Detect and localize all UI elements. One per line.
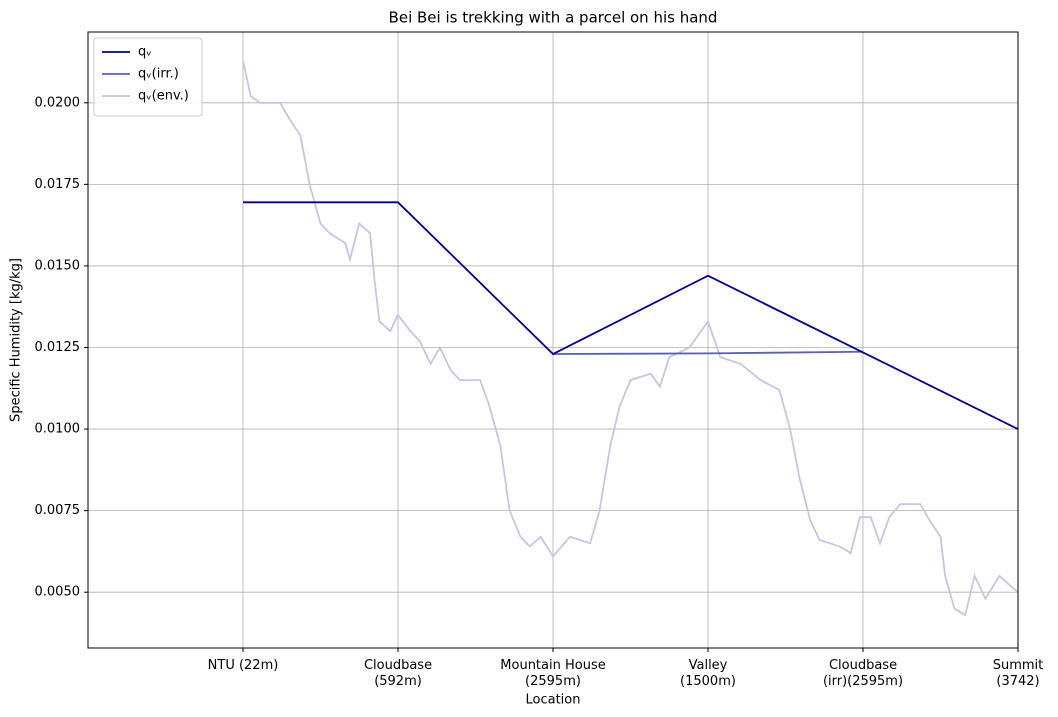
x-axis-label: Location [526,693,581,708]
y-tick-label: 0.0125 [35,340,81,355]
x-tick-label: Cloudbase (irr)(2595m) [823,658,903,689]
plot-frame [87,31,1019,649]
y-tick-label: 0.0150 [35,258,81,273]
x-tick-label-line: NTU (22m) [208,658,279,673]
y-tick-label: 0.0200 [35,95,81,110]
x-tick-label: Cloudbase (592m) [364,658,432,689]
x-tick-label: NTU (22m) [208,658,279,673]
y-axis-label: Specific Humidity [kg/kg] [9,258,24,422]
x-tick-label: Mountain House (2595m) [500,658,605,689]
legend-label: qᵥ [138,45,152,60]
x-tick-label-line: Mountain House [500,658,605,673]
y-tick-label: 0.0075 [35,503,81,518]
y-tick-label: 0.0175 [35,177,81,192]
legend-label: qᵥ(env.) [138,89,189,104]
x-tick-label-line: (1500m) [680,674,736,689]
x-tick-label-line: (2595m) [525,674,581,689]
x-tick-label-line: Summit [993,658,1044,673]
series-line [242,60,1019,617]
x-tick-label-line: (592m) [374,674,422,689]
x-tick-label: Valley (1500m) [680,658,736,689]
y-tick-label: 0.0100 [35,422,81,437]
x-tick-label-line: Cloudbase [829,658,897,673]
x-tick-label-line: (irr)(2595m) [823,674,903,689]
x-tick-label-line: Valley [689,658,728,673]
series-line [243,201,1019,430]
chart-title: Bei Bei is trekking with a parcel on his… [389,9,718,27]
series-line [552,350,864,355]
y-tick-label: 0.0050 [35,585,81,600]
x-tick-label-line: Cloudbase [364,658,432,673]
x-tick-label-line: (3742) [996,674,1039,689]
x-tick-label: Summit (3742) [993,658,1044,689]
legend-label: qᵥ(irr.) [138,67,179,82]
